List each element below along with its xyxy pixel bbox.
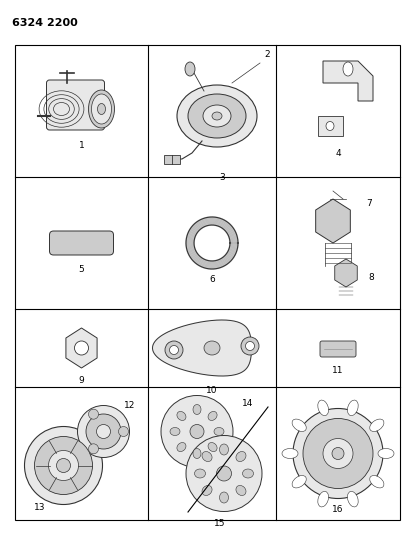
Ellipse shape — [220, 492, 228, 503]
Text: 5: 5 — [79, 265, 84, 274]
Ellipse shape — [236, 486, 246, 496]
Ellipse shape — [292, 419, 306, 432]
Ellipse shape — [193, 448, 201, 458]
Ellipse shape — [49, 450, 78, 481]
Ellipse shape — [370, 475, 384, 488]
Ellipse shape — [170, 427, 180, 435]
Ellipse shape — [161, 395, 233, 467]
Ellipse shape — [185, 62, 195, 76]
Text: 11: 11 — [332, 366, 344, 375]
Ellipse shape — [293, 408, 383, 498]
Ellipse shape — [177, 442, 186, 451]
Ellipse shape — [212, 112, 222, 120]
Ellipse shape — [242, 469, 253, 478]
Ellipse shape — [91, 94, 111, 124]
Text: 8: 8 — [368, 273, 374, 282]
Text: 9: 9 — [79, 376, 84, 385]
Text: 16: 16 — [332, 505, 344, 514]
Ellipse shape — [202, 451, 212, 462]
Ellipse shape — [348, 491, 358, 507]
Ellipse shape — [186, 435, 262, 512]
Polygon shape — [316, 199, 350, 243]
Polygon shape — [66, 328, 97, 368]
Ellipse shape — [97, 424, 111, 439]
Text: 6324 2200: 6324 2200 — [12, 18, 78, 28]
Text: 13: 13 — [33, 504, 45, 513]
Ellipse shape — [35, 437, 93, 495]
Ellipse shape — [86, 414, 121, 449]
Text: 1: 1 — [79, 141, 84, 150]
Text: 15: 15 — [214, 520, 226, 529]
Text: 12: 12 — [124, 401, 135, 410]
Ellipse shape — [118, 426, 129, 437]
Ellipse shape — [246, 342, 255, 351]
Text: 3: 3 — [219, 173, 225, 182]
FancyBboxPatch shape — [49, 231, 113, 255]
Ellipse shape — [208, 411, 217, 421]
Ellipse shape — [318, 491, 328, 507]
Ellipse shape — [193, 405, 201, 415]
Ellipse shape — [370, 419, 384, 432]
Ellipse shape — [348, 400, 358, 416]
Text: 2: 2 — [264, 50, 270, 59]
Ellipse shape — [220, 444, 228, 455]
Text: 4: 4 — [335, 149, 341, 158]
Ellipse shape — [169, 345, 179, 354]
Ellipse shape — [75, 341, 89, 355]
FancyBboxPatch shape — [47, 80, 104, 130]
Ellipse shape — [214, 427, 224, 435]
Text: 6: 6 — [209, 275, 215, 284]
Ellipse shape — [165, 341, 183, 359]
Ellipse shape — [202, 486, 212, 496]
Ellipse shape — [203, 105, 231, 127]
Ellipse shape — [89, 90, 115, 128]
Ellipse shape — [78, 406, 129, 457]
Ellipse shape — [303, 418, 373, 489]
Ellipse shape — [177, 411, 186, 421]
Ellipse shape — [323, 439, 353, 469]
Ellipse shape — [98, 103, 106, 115]
Ellipse shape — [241, 337, 259, 355]
Ellipse shape — [190, 424, 204, 439]
Ellipse shape — [236, 451, 246, 462]
Ellipse shape — [332, 448, 344, 459]
Ellipse shape — [195, 469, 206, 478]
Bar — [15, 45, 400, 520]
Ellipse shape — [188, 94, 246, 138]
Polygon shape — [153, 320, 251, 376]
Ellipse shape — [282, 448, 298, 458]
Ellipse shape — [89, 444, 98, 454]
Ellipse shape — [318, 400, 328, 416]
Text: 10: 10 — [206, 386, 218, 395]
FancyBboxPatch shape — [320, 341, 356, 357]
Text: 14: 14 — [242, 400, 253, 408]
Polygon shape — [323, 61, 373, 101]
Ellipse shape — [343, 62, 353, 76]
Ellipse shape — [204, 341, 220, 355]
Bar — [164, 155, 180, 164]
Ellipse shape — [177, 85, 257, 147]
Text: 7: 7 — [366, 198, 372, 207]
Polygon shape — [335, 259, 357, 287]
Ellipse shape — [378, 448, 394, 458]
Ellipse shape — [292, 475, 306, 488]
Ellipse shape — [24, 426, 102, 505]
Polygon shape — [318, 116, 343, 136]
Ellipse shape — [56, 458, 71, 472]
Ellipse shape — [89, 409, 98, 419]
Ellipse shape — [326, 122, 334, 131]
Ellipse shape — [217, 466, 231, 481]
Ellipse shape — [208, 442, 217, 451]
